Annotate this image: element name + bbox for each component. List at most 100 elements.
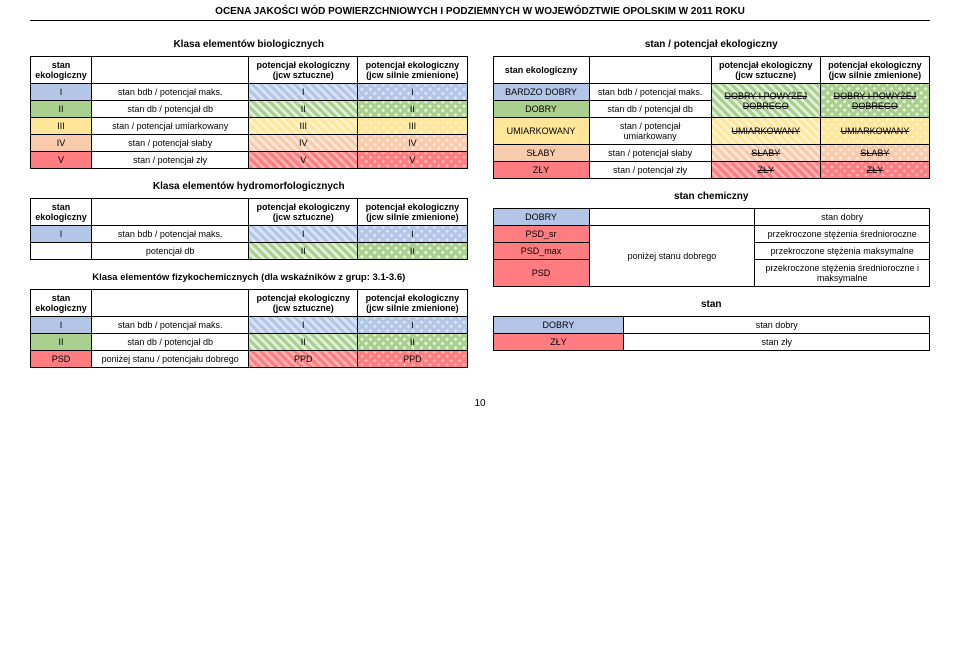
cell: I xyxy=(358,226,467,243)
cell: stan bdb / potencjał maks. xyxy=(589,84,711,101)
page-number: 10 xyxy=(0,398,960,409)
table-row: stan ekologiczny potencjał ekologiczny (… xyxy=(493,57,930,84)
cell: poniżej stanu / potencjału dobrego xyxy=(92,351,249,368)
cell: I xyxy=(31,84,92,101)
th: potencjał ekologiczny (jcw sztuczne) xyxy=(711,57,820,84)
table-row: III stan / potencjał umiarkowany III III xyxy=(31,118,468,135)
r1-title: stan / potencjał ekologiczny xyxy=(493,39,931,50)
cell: stan dobry xyxy=(755,209,930,226)
table-fizchem: stan ekologiczny potencjał ekologiczny (… xyxy=(30,289,468,368)
r2-title: stan chemiczny xyxy=(493,191,931,202)
cell: V xyxy=(358,152,467,169)
txt: DOBRY I POWYŻEJ DOBREGO xyxy=(834,91,917,111)
cell xyxy=(589,209,755,226)
cell: V xyxy=(249,152,358,169)
cell: II xyxy=(358,243,467,260)
cell: UMIARKOWANY xyxy=(820,118,929,145)
cell: II xyxy=(358,334,467,351)
cell: PPD xyxy=(358,351,467,368)
t1-title: Klasa elementów biologicznych xyxy=(30,39,468,50)
cell: potencjał db xyxy=(92,243,249,260)
th xyxy=(92,57,249,84)
th: potencjał ekologiczny (jcw silnie zmieni… xyxy=(358,290,467,317)
th: stan ekologiczny xyxy=(31,290,92,317)
cell xyxy=(31,243,92,260)
page-body: Klasa elementów biologicznych stan ekolo… xyxy=(0,21,960,388)
th: stan ekologiczny xyxy=(31,199,92,226)
cell: przekroczone stężenia średnioroczne xyxy=(755,226,930,243)
cell: UMIARKOWANY xyxy=(493,118,589,145)
cell: ZŁY xyxy=(820,162,929,179)
cell: II xyxy=(249,334,358,351)
cell: I xyxy=(358,84,467,101)
cell: stan / potencjał słaby xyxy=(92,135,249,152)
cell: PSD_max xyxy=(493,243,589,260)
th xyxy=(589,57,711,84)
cell: DOBRY xyxy=(493,209,589,226)
cell: SŁABY xyxy=(493,145,589,162)
table-stan-eko: stan ekologiczny potencjał ekologiczny (… xyxy=(493,56,931,179)
th xyxy=(92,199,249,226)
txt: DOBRY I POWYŻEJ DOBREGO xyxy=(724,91,807,111)
table-row: potencjał db II II xyxy=(31,243,468,260)
cell: DOBRY I POWYŻEJ DOBREGO xyxy=(820,84,929,118)
th: stan ekologiczny xyxy=(493,57,589,84)
th xyxy=(92,290,249,317)
table-row: DOBRY stan dobry xyxy=(493,209,930,226)
cell: stan bdb / potencjał maks. xyxy=(92,226,249,243)
cell: I xyxy=(249,226,358,243)
table-bio: stan ekologiczny potencjał ekologiczny (… xyxy=(30,56,468,169)
cell: V xyxy=(31,152,92,169)
cell: I xyxy=(358,317,467,334)
table-row: PSD_sr poniżej stanu dobrego przekroczon… xyxy=(493,226,930,243)
cell: BARDZO DOBRY xyxy=(493,84,589,101)
table-chem: DOBRY stan dobry PSD_sr poniżej stanu do… xyxy=(493,208,931,287)
cell: PSD xyxy=(493,260,589,287)
t3-title: Klasa elementów fizykochemicznych (dla w… xyxy=(30,272,468,283)
cell: poniżej stanu dobrego xyxy=(589,226,755,287)
cell: stan zły xyxy=(624,334,930,351)
th: potencjał ekologiczny (jcw silnie zmieni… xyxy=(820,57,929,84)
cell: I xyxy=(249,317,358,334)
table-row: ZŁY stan / potencjał zły ZŁY ZŁY xyxy=(493,162,930,179)
cell: stan bdb / potencjał maks. xyxy=(92,84,249,101)
table-row: II stan db / potencjał db II II xyxy=(31,334,468,351)
cell: II xyxy=(31,334,92,351)
cell: IV xyxy=(31,135,92,152)
cell: III xyxy=(31,118,92,135)
th: potencjał ekologiczny (jcw sztuczne) xyxy=(249,199,358,226)
th: potencjał ekologiczny (jcw silnie zmieni… xyxy=(358,199,467,226)
cell: stan db / potencjał db xyxy=(589,101,711,118)
cell: II xyxy=(249,243,358,260)
cell: przekroczone stężenia średnioroczne i ma… xyxy=(755,260,930,287)
t2-title: Klasa elementów hydromorfologicznych xyxy=(30,181,468,192)
table-row: ZŁY stan zły xyxy=(493,334,930,351)
table-row: V stan / potencjał zły V V xyxy=(31,152,468,169)
cell: II xyxy=(358,101,467,118)
cell: stan db / potencjał db xyxy=(92,334,249,351)
cell: DOBRY xyxy=(493,317,624,334)
table-row: I stan bdb / potencjał maks. I I xyxy=(31,317,468,334)
right-column: stan / potencjał ekologiczny stan ekolog… xyxy=(493,39,931,380)
table-row: BARDZO DOBRY stan bdb / potencjał maks. … xyxy=(493,84,930,101)
th: potencjał ekologiczny (jcw sztuczne) xyxy=(249,290,358,317)
txt: SŁABY xyxy=(751,148,780,158)
cell: DOBRY xyxy=(493,101,589,118)
cell: przekroczone stężenia maksymalne xyxy=(755,243,930,260)
table-hydro: stan ekologiczny potencjał ekologiczny (… xyxy=(30,198,468,260)
cell: stan / potencjał umiarkowany xyxy=(589,118,711,145)
left-column: Klasa elementów biologicznych stan ekolo… xyxy=(30,39,468,380)
table-row: I stan bdb / potencjał maks. I I xyxy=(31,226,468,243)
cell: stan / potencjał zły xyxy=(589,162,711,179)
cell: IV xyxy=(358,135,467,152)
table-row: DOBRY stan dobry xyxy=(493,317,930,334)
cell: SŁABY xyxy=(711,145,820,162)
r3-title: stan xyxy=(493,299,931,310)
cell: ZŁY xyxy=(493,334,624,351)
table-row: I stan bdb / potencjał maks. I I xyxy=(31,84,468,101)
table-stan: DOBRY stan dobry ZŁY stan zły xyxy=(493,316,931,351)
th: stan ekologiczny xyxy=(31,57,92,84)
cell: ZŁY xyxy=(711,162,820,179)
txt: UMIARKOWANY xyxy=(841,126,910,136)
table-row: stan ekologiczny potencjał ekologiczny (… xyxy=(31,199,468,226)
